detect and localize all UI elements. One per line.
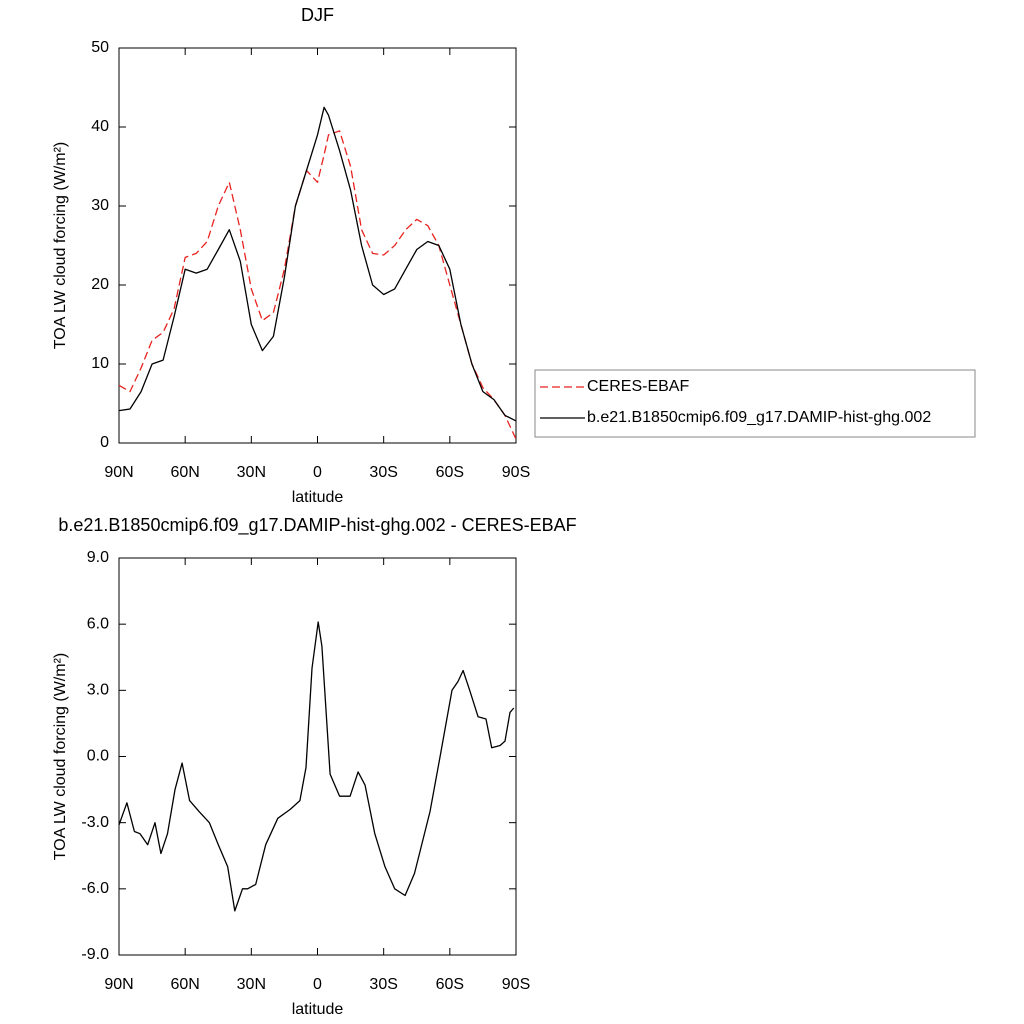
x-tick-label: 0 bbox=[313, 464, 322, 481]
y-tick-label: -3.0 bbox=[81, 814, 109, 831]
y-tick-label: 30 bbox=[91, 197, 109, 214]
x-tick-label: 0 bbox=[313, 976, 322, 993]
legend-box bbox=[534, 369, 976, 438]
y-tick-label: 40 bbox=[91, 118, 109, 135]
y-tick-label: -9.0 bbox=[81, 946, 109, 963]
x-axis-label: latitude bbox=[292, 489, 344, 506]
x-axis-label: latitude bbox=[292, 1001, 344, 1018]
x-tick-label: 90S bbox=[502, 464, 530, 481]
y-tick-label: 20 bbox=[91, 276, 109, 293]
x-tick-label: 90N bbox=[104, 976, 133, 993]
legend: CERES-EBAF b.e21.B1850cmip6.f09_g17.DAMIP… bbox=[534, 369, 976, 438]
y-tick-label: 0 bbox=[100, 434, 109, 451]
chart-title: b.e21.B1850cmip6.f09_g17.DAMIP-hist-ghg.… bbox=[58, 515, 576, 536]
x-tick-label: 90N bbox=[104, 464, 133, 481]
x-tick-label: 60S bbox=[436, 464, 464, 481]
x-tick-label: 60N bbox=[170, 464, 199, 481]
y-axis-label: TOA LW cloud forcing (W/m²) bbox=[52, 142, 69, 349]
y-tick-label: 6.0 bbox=[87, 615, 109, 632]
y-axis-label: TOA LW cloud forcing (W/m²) bbox=[52, 653, 69, 860]
legend-label: CERES-EBAF bbox=[587, 378, 689, 395]
plot-frame bbox=[118, 557, 517, 956]
x-tick-label: 60N bbox=[170, 976, 199, 993]
series-line bbox=[118, 106, 517, 422]
y-tick-label: 9.0 bbox=[87, 549, 109, 566]
y-tick-label: -6.0 bbox=[81, 880, 109, 897]
x-tick-label: 30S bbox=[369, 464, 397, 481]
y-tick-label: 10 bbox=[91, 355, 109, 372]
plot-frame bbox=[118, 47, 517, 444]
y-tick-label: 0.0 bbox=[87, 748, 109, 765]
y-tick-label: 3.0 bbox=[87, 682, 109, 699]
y-tick-label: 50 bbox=[91, 39, 109, 56]
chart-title: DJF bbox=[301, 5, 334, 25]
x-tick-label: 30N bbox=[237, 464, 266, 481]
series-line bbox=[118, 621, 515, 912]
series-line bbox=[118, 130, 517, 440]
x-tick-label: 90S bbox=[502, 976, 530, 993]
x-tick-label: 60S bbox=[436, 976, 464, 993]
x-tick-label: 30N bbox=[237, 976, 266, 993]
x-tick-label: 30S bbox=[369, 976, 397, 993]
legend-label: b.e21.B1850cmip6.f09_g17.DAMIP-hist-ghg.… bbox=[587, 409, 931, 426]
